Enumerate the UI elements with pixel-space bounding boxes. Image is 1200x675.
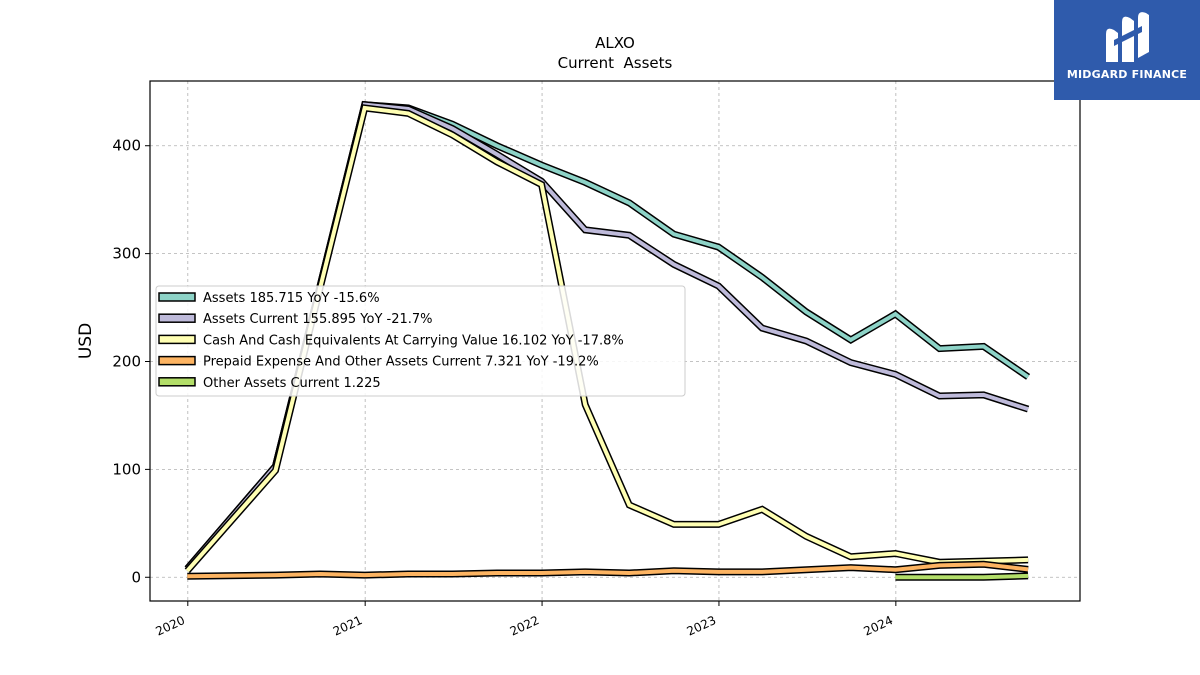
legend-label: Assets Current 155.895 YoY -21.7% <box>203 312 433 327</box>
legend-label: Assets 185.715 YoY -15.6% <box>203 291 380 306</box>
legend-label: Cash And Cash Equivalents At Carrying Va… <box>203 333 624 348</box>
brand-name: MIDGARD FINANCE <box>1066 68 1188 81</box>
legend-swatch <box>158 355 196 366</box>
legend-swatch <box>158 292 196 302</box>
legend-swatch <box>158 313 196 323</box>
legend-swatch <box>158 334 196 345</box>
x-tick-label: 2020 <box>153 613 187 639</box>
legend-box <box>155 285 686 397</box>
y-tick-label: 100 <box>112 460 141 478</box>
series-line <box>895 573 1029 580</box>
y-tick-label: 400 <box>112 137 141 155</box>
x-tick-label: 2021 <box>331 613 365 639</box>
y-tick-label: 300 <box>112 245 141 263</box>
legend-label: Other Assets Current 1.225 <box>203 376 381 391</box>
chart-subtitle: Current Assets <box>558 54 673 72</box>
chart-title: ALXO <box>595 34 635 52</box>
x-tick-label: 2024 <box>862 613 896 639</box>
series-line <box>185 105 1029 573</box>
plot-frame <box>149 80 1081 602</box>
legend: Assets 185.715 YoY -15.6% Assets Current … <box>155 285 686 397</box>
y-tick-label: 0 <box>131 568 141 586</box>
legend-label: Prepaid Expense And Other Assets Current… <box>203 355 599 370</box>
legend-swatch <box>158 377 196 387</box>
y-tick-label: 200 <box>112 352 141 370</box>
plot-series <box>184 100 1031 581</box>
y-axis-label: USD <box>76 323 96 359</box>
double-pillar-m-icon <box>1106 12 1149 63</box>
x-tick-label: 2022 <box>508 613 542 639</box>
brand-logo: MIDGARD FINANCE <box>1054 0 1200 100</box>
x-tick-label: 2023 <box>685 613 719 639</box>
series-line <box>187 562 1029 579</box>
